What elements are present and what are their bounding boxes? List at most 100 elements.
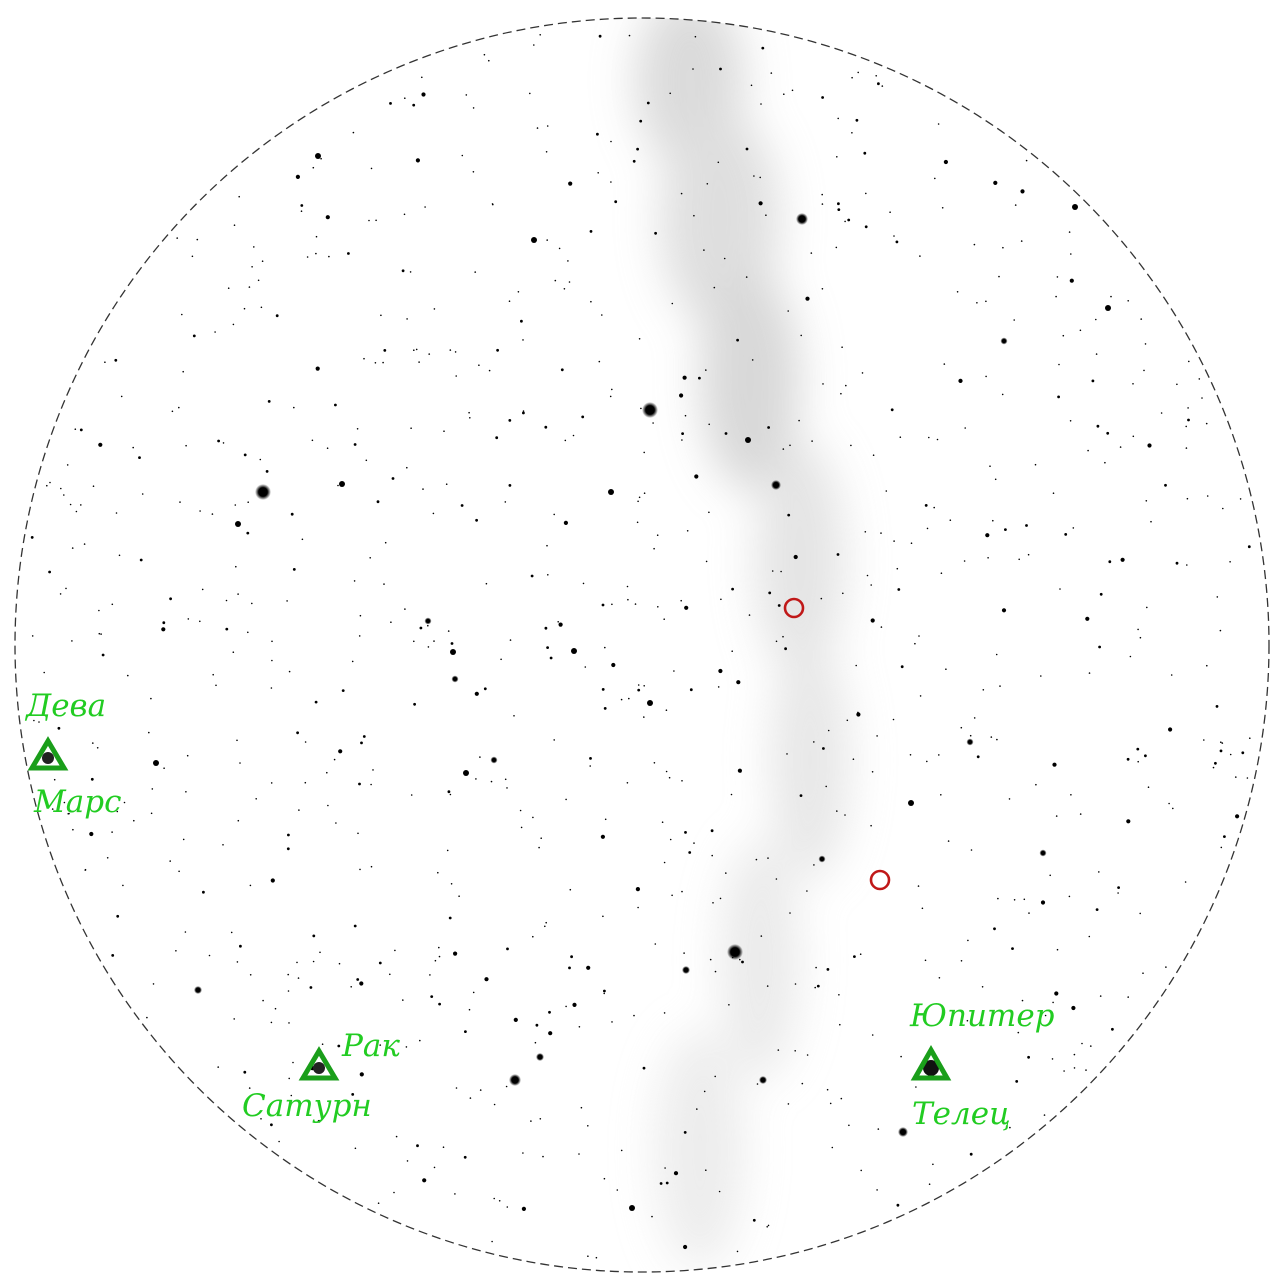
star <box>418 361 420 363</box>
star <box>703 249 705 251</box>
star <box>694 35 697 38</box>
star <box>315 366 320 371</box>
star <box>49 481 51 484</box>
star <box>230 931 233 934</box>
star <box>401 269 405 273</box>
star <box>432 512 435 515</box>
star <box>30 536 34 539</box>
star <box>60 487 62 490</box>
star <box>53 778 56 781</box>
star <box>1136 747 1140 751</box>
star <box>638 338 641 340</box>
star <box>688 851 692 854</box>
star <box>871 771 874 773</box>
star <box>692 68 694 70</box>
star <box>876 1189 878 1191</box>
star <box>1206 664 1208 667</box>
star <box>368 219 370 222</box>
star <box>106 857 109 859</box>
star <box>437 871 439 874</box>
star <box>881 85 884 87</box>
star <box>339 481 345 487</box>
star <box>542 1155 544 1158</box>
star <box>893 235 895 237</box>
star <box>449 793 452 796</box>
star <box>897 588 901 591</box>
star <box>821 203 824 205</box>
star <box>540 837 542 839</box>
star <box>681 439 683 441</box>
star <box>895 240 899 244</box>
star <box>908 800 914 806</box>
star <box>1139 912 1141 915</box>
star <box>976 755 980 759</box>
star <box>434 959 437 962</box>
star <box>947 840 950 842</box>
star <box>659 1182 663 1185</box>
star <box>138 456 141 459</box>
star <box>578 1026 581 1028</box>
star <box>65 587 67 590</box>
star <box>251 266 253 268</box>
star <box>314 700 318 704</box>
star <box>889 211 891 213</box>
star <box>603 1177 606 1180</box>
star <box>374 362 377 364</box>
star <box>98 609 100 612</box>
star <box>483 53 486 56</box>
star <box>1216 596 1219 598</box>
star <box>287 990 290 992</box>
star <box>851 132 853 134</box>
star <box>637 684 640 686</box>
star <box>312 934 316 938</box>
star <box>1055 295 1057 298</box>
star <box>410 427 412 430</box>
star <box>1044 1014 1047 1017</box>
star <box>847 218 851 222</box>
star <box>508 300 511 303</box>
star <box>603 992 605 995</box>
star <box>1054 991 1059 996</box>
star <box>483 687 487 691</box>
star <box>59 593 62 595</box>
star <box>601 603 605 607</box>
star <box>596 132 599 136</box>
star <box>1073 1067 1076 1069</box>
star <box>609 395 612 398</box>
star <box>937 123 940 125</box>
star <box>394 949 396 952</box>
star <box>822 747 825 750</box>
star <box>1052 492 1055 495</box>
triangle-icon <box>910 1044 952 1081</box>
star <box>326 447 329 450</box>
star <box>794 983 797 985</box>
star <box>958 378 963 383</box>
star <box>708 423 710 426</box>
star <box>570 955 573 959</box>
star <box>1142 972 1144 974</box>
star <box>730 793 733 796</box>
star <box>985 533 990 538</box>
star <box>353 443 357 446</box>
star <box>319 951 321 954</box>
star <box>359 868 361 871</box>
star <box>963 560 966 562</box>
star <box>505 1085 508 1088</box>
star <box>924 504 928 507</box>
star <box>1013 319 1015 321</box>
star <box>492 203 494 206</box>
star <box>1187 418 1190 422</box>
star <box>1220 741 1222 743</box>
star <box>539 1118 542 1120</box>
star <box>636 521 639 524</box>
star <box>96 747 99 749</box>
star <box>875 75 877 77</box>
star <box>985 375 987 378</box>
star <box>328 255 330 258</box>
star <box>267 400 271 403</box>
star <box>1127 996 1129 998</box>
star <box>304 781 307 784</box>
star <box>447 790 451 794</box>
star <box>274 1007 277 1010</box>
star <box>1145 500 1148 502</box>
